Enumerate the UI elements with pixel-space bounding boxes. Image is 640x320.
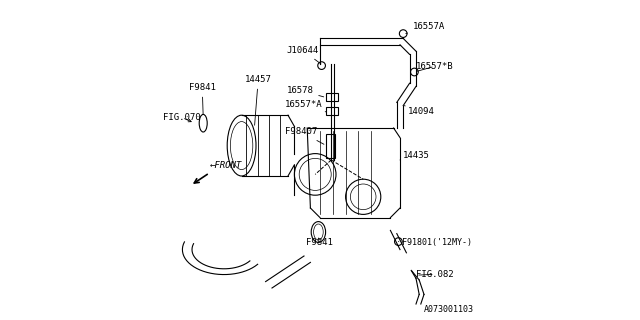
Text: F91801('12MY-): F91801('12MY-) xyxy=(398,238,472,247)
Text: FIG.082: FIG.082 xyxy=(416,270,454,279)
Text: 14435: 14435 xyxy=(400,151,430,160)
Text: ←FRONT: ←FRONT xyxy=(210,161,242,170)
Text: F98407: F98407 xyxy=(285,127,324,144)
Text: FIG.070: FIG.070 xyxy=(163,113,201,122)
Bar xyxy=(326,93,338,101)
Text: 16557*B: 16557*B xyxy=(416,62,454,71)
Bar xyxy=(326,107,338,115)
Text: 14457: 14457 xyxy=(245,75,271,125)
Text: F9841: F9841 xyxy=(306,238,332,247)
Text: 16578: 16578 xyxy=(287,86,324,97)
Text: F9841: F9841 xyxy=(189,83,216,114)
Text: A073001103: A073001103 xyxy=(424,305,474,314)
Text: 16557*A: 16557*A xyxy=(285,100,326,112)
Text: 14094: 14094 xyxy=(404,106,435,116)
Text: 16557A: 16557A xyxy=(406,22,445,34)
Bar xyxy=(326,134,335,158)
Text: J10644: J10644 xyxy=(287,46,321,64)
